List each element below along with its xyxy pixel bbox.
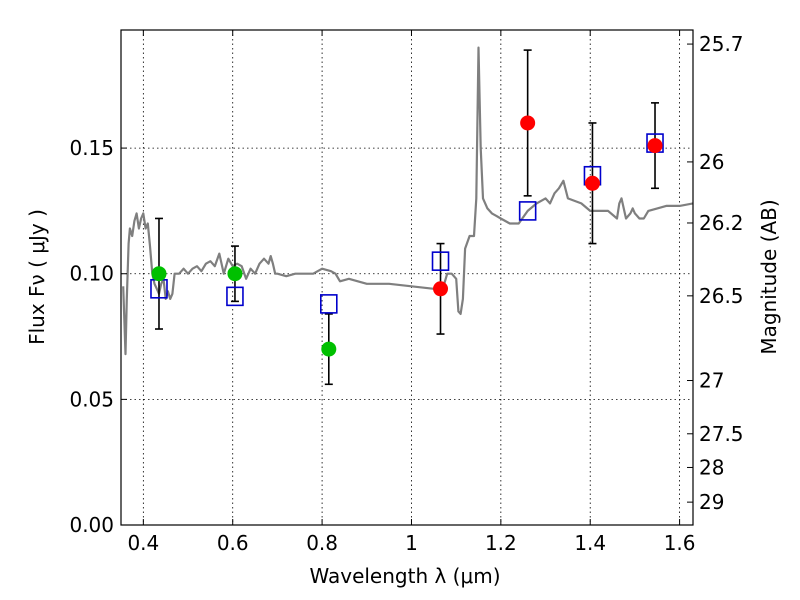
observed-point-green: [151, 266, 167, 282]
observed-point-red: [584, 175, 600, 191]
right-tick-label: 26.2: [699, 211, 744, 235]
y-tick-label: 0.15: [69, 136, 114, 160]
grid: [121, 30, 693, 525]
x-tick-label: 1.6: [664, 531, 696, 555]
right-tick-label: 25.7: [699, 32, 744, 56]
right-axis-label: Magnitude (AB): [757, 199, 781, 354]
model-band-box: [431, 251, 450, 271]
model-band-box: [319, 294, 338, 314]
error-bars: [154, 49, 660, 386]
plot-frame: [120, 29, 694, 526]
observed-point-green: [227, 266, 243, 282]
x-axis-label: Wavelength λ (μm): [309, 564, 500, 588]
y-tick-label: 0.00: [69, 513, 114, 537]
axis-ticks: 0.4 0.6 0.8 1 1.2 1.4 1.6 0.00 0.05 0.10 0.15 25.7 2…: [69, 30, 744, 555]
y-tick-label: 0.10: [69, 262, 114, 286]
observed-point-green: [321, 341, 337, 357]
model-band-boxes: [150, 133, 664, 314]
right-tick-label: 27.5: [699, 422, 744, 446]
y-tick-label: 0.05: [69, 387, 114, 411]
model-band-box: [226, 286, 244, 307]
model-spectrum: [122, 46, 693, 356]
model-spectrum-line: [122, 46, 693, 356]
right-tick-label: 26: [699, 150, 724, 174]
x-tick-label: 0.4: [127, 531, 159, 555]
model-band-box: [518, 201, 537, 221]
y-axis-label: Flux Fν ( μJy ): [25, 209, 49, 345]
observed-points: [151, 115, 663, 357]
x-tick-label: 1: [405, 531, 418, 555]
right-tick-label: 26.5: [699, 284, 744, 308]
observed-point-red: [433, 281, 449, 297]
observed-point-red: [520, 115, 536, 131]
right-tick-label: 29: [699, 490, 724, 514]
x-tick-label: 0.6: [217, 531, 249, 555]
x-tick-label: 1.4: [574, 531, 606, 555]
right-tick-label: 27: [699, 369, 724, 393]
x-tick-label: 0.8: [306, 531, 338, 555]
observed-point-red: [647, 138, 663, 154]
right-tick-label: 28: [699, 455, 724, 479]
x-tick-label: 1.2: [485, 531, 517, 555]
